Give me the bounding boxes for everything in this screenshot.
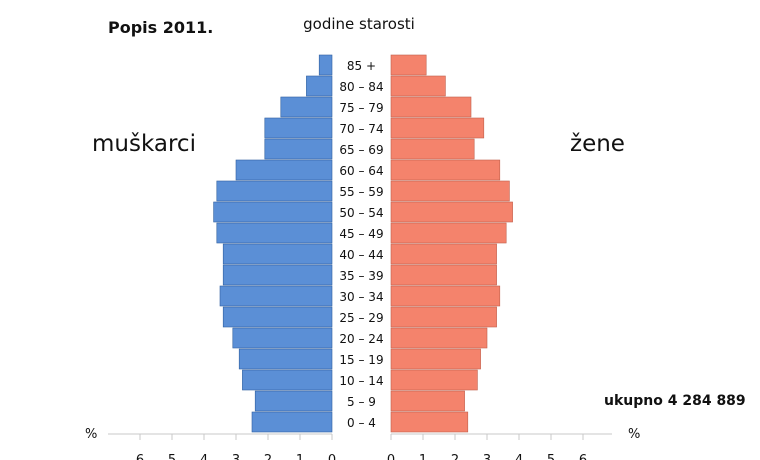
age-group-label: 20 – 24 bbox=[339, 332, 383, 346]
age-group-label: 80 – 84 bbox=[339, 80, 383, 94]
age-group-label: 0 – 4 bbox=[347, 416, 376, 430]
male-x-tick-label: 5 bbox=[168, 453, 176, 460]
male-bar bbox=[280, 96, 333, 118]
male-x-tick-label: 6 bbox=[136, 453, 144, 460]
male-x-tick-label: 0 bbox=[328, 453, 336, 460]
male-x-tick-label: 4 bbox=[200, 453, 208, 460]
male-bar bbox=[251, 411, 333, 433]
female-bar bbox=[390, 117, 485, 139]
total-population-label: ukupno 4 284 889 bbox=[604, 393, 746, 409]
age-group-label: 35 – 39 bbox=[339, 269, 383, 283]
female-bar bbox=[390, 285, 501, 307]
age-group-label: 45 – 49 bbox=[339, 227, 383, 241]
female-x-tick-label: 6 bbox=[579, 453, 587, 460]
female-bar bbox=[390, 348, 481, 370]
female-bar bbox=[390, 54, 427, 76]
age-group-label: 25 – 29 bbox=[339, 311, 383, 325]
right-percent-symbol: % bbox=[628, 427, 640, 442]
female-x-tick-label: 5 bbox=[547, 453, 555, 460]
male-bar bbox=[238, 348, 333, 370]
female-bar bbox=[390, 222, 507, 244]
female-x-tick-label: 2 bbox=[451, 453, 459, 460]
male-bar bbox=[222, 243, 333, 265]
male-bar bbox=[306, 75, 333, 97]
male-bar bbox=[264, 117, 333, 139]
male-bar bbox=[222, 306, 333, 328]
female-bar bbox=[390, 264, 497, 286]
female-bar bbox=[390, 369, 478, 391]
female-bar bbox=[390, 411, 469, 433]
male-x-tick-label: 1 bbox=[296, 453, 304, 460]
female-bar bbox=[390, 159, 501, 181]
female-bar bbox=[390, 306, 497, 328]
male-bar bbox=[242, 369, 333, 391]
age-group-label: 5 – 9 bbox=[347, 395, 376, 409]
female-x-tick-label: 1 bbox=[419, 453, 427, 460]
male-x-tick-label: 2 bbox=[264, 453, 272, 460]
male-bar bbox=[216, 222, 333, 244]
female-bar bbox=[390, 75, 446, 97]
age-group-label: 75 – 79 bbox=[339, 101, 383, 115]
age-group-label: 40 – 44 bbox=[339, 248, 383, 262]
age-group-label: 85 + bbox=[347, 59, 376, 73]
female-x-tick-label: 4 bbox=[515, 453, 523, 460]
female-group-label: žene bbox=[570, 131, 625, 157]
female-bar bbox=[390, 180, 510, 202]
male-bar bbox=[219, 285, 333, 307]
female-bar bbox=[390, 201, 513, 223]
age-group-label: 10 – 14 bbox=[339, 374, 383, 388]
male-bar bbox=[235, 159, 333, 181]
female-bar bbox=[390, 327, 488, 349]
age-group-label: 70 – 74 bbox=[339, 122, 383, 136]
x-axis-layer: 0 0 1 1 2 2 3 3 4 4 5 5 6 6 bbox=[108, 433, 612, 460]
male-bar bbox=[216, 180, 333, 202]
female-bar bbox=[390, 138, 475, 160]
age-axis-label: godine starosti bbox=[303, 15, 415, 33]
age-group-label: 65 – 69 bbox=[339, 143, 383, 157]
age-group-label: 55 – 59 bbox=[339, 185, 383, 199]
male-bar bbox=[222, 264, 333, 286]
female-bar bbox=[390, 96, 472, 118]
chart-title: Popis 2011. bbox=[108, 18, 213, 37]
male-bar bbox=[213, 201, 333, 223]
female-x-tick-label: 0 bbox=[387, 453, 395, 460]
female-bar bbox=[390, 390, 465, 412]
age-group-label: 50 – 54 bbox=[339, 206, 383, 220]
male-bar bbox=[232, 327, 333, 349]
male-bar bbox=[318, 54, 333, 76]
male-bar bbox=[254, 390, 333, 412]
male-x-tick-label: 3 bbox=[232, 453, 240, 460]
age-labels-layer: 85 + 80 – 84 75 – 79 70 – 74 65 – 69 60 – 64 5… bbox=[339, 59, 383, 430]
age-group-label: 15 – 19 bbox=[339, 353, 383, 367]
left-percent-symbol: % bbox=[85, 427, 97, 442]
female-bar bbox=[390, 243, 497, 265]
bars-layer bbox=[213, 54, 513, 433]
age-group-label: 60 – 64 bbox=[339, 164, 383, 178]
male-bar bbox=[264, 138, 333, 160]
age-group-label: 30 – 34 bbox=[339, 290, 383, 304]
female-x-tick-label: 3 bbox=[483, 453, 491, 460]
male-group-label: muškarci bbox=[92, 131, 196, 157]
